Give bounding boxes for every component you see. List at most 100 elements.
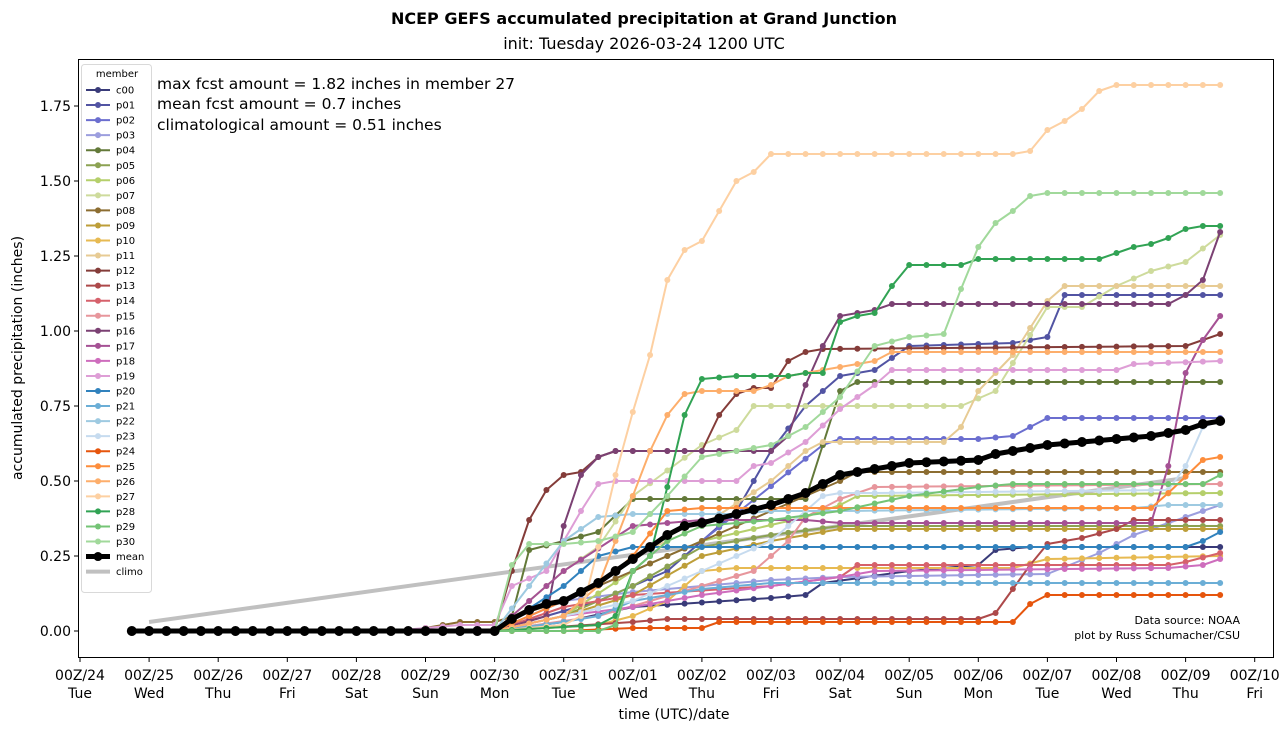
member-p21-point [785, 580, 792, 586]
mean-point [144, 626, 155, 636]
member-p13-point [1113, 526, 1120, 532]
member-p17-point [906, 520, 913, 526]
member-p12-point [975, 344, 982, 351]
member-p30-point [716, 451, 723, 457]
member-p02-point [785, 469, 792, 476]
member-p30-point [1130, 190, 1137, 196]
legend-item-p29: p29 [86, 522, 135, 533]
member-p05-point [647, 573, 654, 580]
legend-label: p18 [116, 356, 135, 367]
member-p30-point [508, 562, 515, 568]
member-p04-point [716, 496, 723, 502]
member-p29-point [681, 530, 688, 537]
member-p17-point [1078, 520, 1085, 526]
member-p27-point [888, 151, 895, 157]
member-p26-point [906, 349, 913, 355]
mean-point [575, 587, 586, 597]
member-p07-point [1199, 245, 1206, 252]
member-p17-point [1044, 520, 1051, 526]
member-p02-point [1096, 415, 1103, 421]
member-p22-point [595, 514, 602, 520]
member-p28-point [1113, 250, 1120, 256]
legend-marker [95, 297, 101, 304]
legend-label: p20 [116, 387, 135, 398]
member-p07-point [768, 403, 774, 409]
member-p27-point [716, 208, 723, 214]
member-p30-point [940, 331, 947, 337]
member-p19-point [958, 367, 965, 373]
member-p04-point [1217, 379, 1224, 385]
legend-item-p18: p18 [86, 356, 135, 367]
legend-item-c00: c00 [86, 86, 134, 97]
member-p28-point [1199, 223, 1206, 229]
member-p08-point [1148, 469, 1155, 475]
x-tick-label: 00Z/28 [331, 668, 381, 684]
member-p25-point [785, 505, 792, 511]
member-p09-point [992, 526, 999, 532]
member-p17-point [543, 583, 550, 589]
mean-point [783, 494, 794, 504]
member-p28-point [1130, 244, 1137, 250]
member-p09-point [1027, 526, 1034, 532]
member-p24-point [1113, 592, 1120, 598]
member-p15-point [750, 568, 757, 574]
member-p27-point [681, 247, 688, 253]
legend-item-p30: p30 [86, 537, 135, 548]
member-p07-point [888, 403, 895, 409]
member-p23-point [785, 523, 792, 529]
member-p29-point [940, 488, 947, 495]
legend-item-p11: p11 [86, 251, 135, 262]
member-p22-point [526, 583, 533, 589]
member-p14-point [595, 598, 602, 604]
member-p18-point [1009, 566, 1016, 573]
member-p20-point [733, 544, 740, 550]
member-p29-point [819, 510, 826, 517]
member-p12-point [1217, 331, 1224, 337]
member-p25-point [992, 505, 999, 511]
member-p01-point [1130, 292, 1137, 298]
member-p02-point [1148, 415, 1155, 421]
member-p23-point [975, 488, 982, 495]
member-p09-point [716, 549, 723, 556]
member-p25-point [1165, 490, 1172, 496]
member-p27-point [750, 169, 757, 175]
member-p25-point [664, 508, 671, 514]
mean-point [1146, 431, 1157, 441]
member-p09-point [1182, 526, 1189, 532]
member-p28-point [1217, 223, 1224, 229]
legend-item-p10: p10 [86, 236, 135, 247]
member-p30-point [992, 220, 999, 226]
member-p17-point [647, 521, 654, 528]
member-p18-point [992, 566, 999, 573]
member-p03-point [975, 572, 982, 578]
member-p12-point [1148, 343, 1155, 350]
member-p12-point [560, 472, 567, 478]
member-p22-point [1199, 502, 1206, 508]
member-p17-point [526, 598, 533, 604]
x-tick-day-label: Wed [134, 686, 165, 702]
member-p20-point [975, 544, 982, 550]
member-p22-point [1217, 502, 1224, 508]
member-p07-point [664, 467, 671, 474]
member-p19-point [888, 367, 895, 373]
member-p12-point [854, 345, 861, 352]
mean-point [627, 554, 638, 564]
member-p19-point [629, 478, 636, 484]
member-p23-point [698, 568, 705, 574]
member-p23-point [768, 538, 774, 544]
mean-point [472, 626, 483, 636]
legend-label: p04 [116, 146, 135, 157]
member-p06-point [595, 590, 602, 597]
member-p10-point [647, 605, 654, 612]
member-p07-point [958, 403, 965, 409]
member-p29-point [888, 496, 895, 503]
member-c00-point [716, 598, 723, 605]
member-p23-point [837, 490, 844, 496]
member-p09-point [1096, 526, 1103, 532]
member-p16-point [819, 343, 826, 349]
member-p14-point [940, 562, 947, 568]
member-p17-point [871, 520, 878, 526]
member-p21-point [1148, 580, 1155, 586]
member-c00-point [733, 597, 740, 604]
member-p24-point [1130, 592, 1137, 598]
